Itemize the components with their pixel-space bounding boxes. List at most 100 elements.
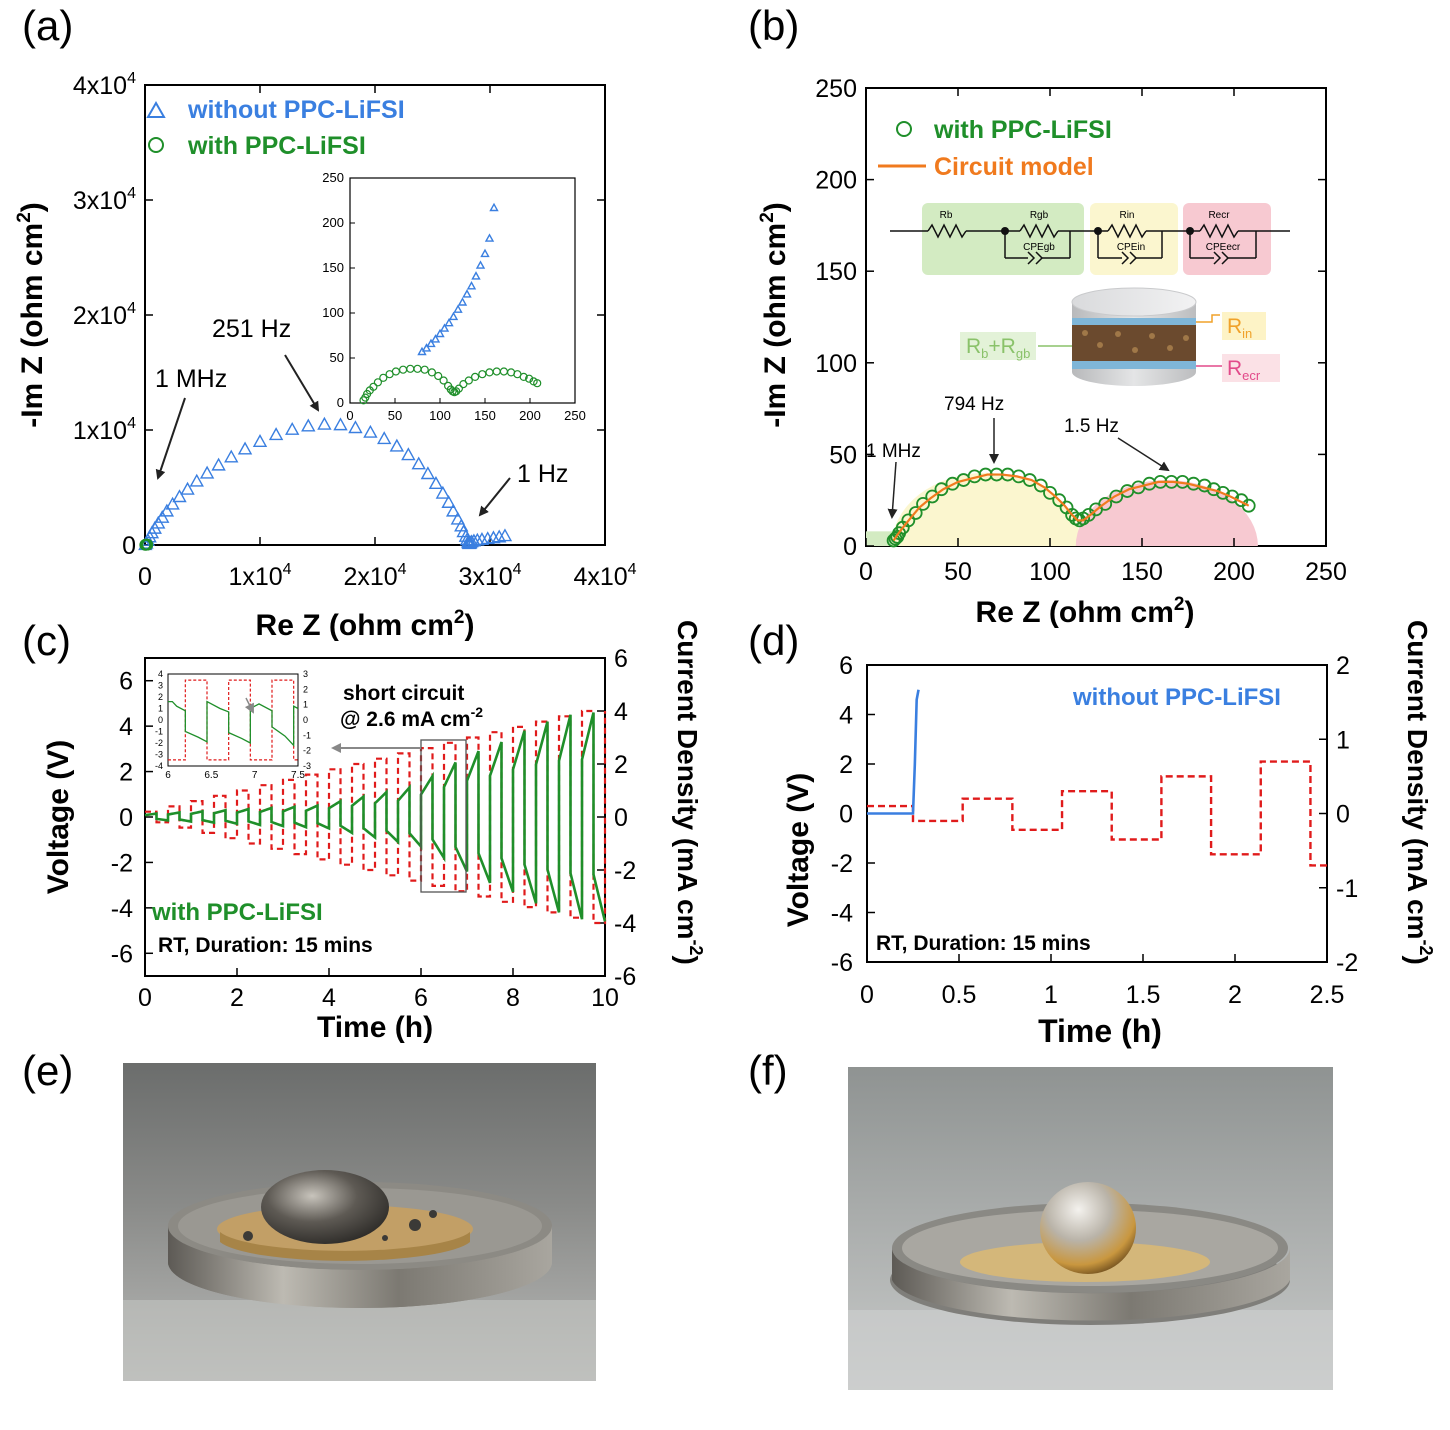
circuit-label-rin: Rin xyxy=(1119,210,1134,221)
inset-c-ytick-right-1: -2 xyxy=(303,746,311,756)
cell-label-recr: Recr xyxy=(1227,357,1261,383)
inset-a-point-without-8 xyxy=(453,304,463,313)
chart-c-ytick-right-4: 2 xyxy=(614,751,628,779)
inset-c-voltage-line xyxy=(168,700,299,747)
chart-d-ylabel-right: Current Density (mA cm-2) xyxy=(1402,620,1436,965)
inset-a-point-with-12 xyxy=(420,365,429,374)
chart-b-ytick-3: 150 xyxy=(815,258,857,286)
a-point-without-51 xyxy=(497,528,513,542)
chart-d-ytick-right-1: -1 xyxy=(1336,875,1358,903)
b-point-with-17 xyxy=(1022,473,1037,487)
annot-a-251hz: 251 Hz xyxy=(212,315,291,343)
a-point-without-22 xyxy=(333,417,348,431)
chart-c-xtick-0: 0 xyxy=(138,984,152,1012)
b-region-ecr xyxy=(1075,480,1258,546)
inset-a-point-with-5 xyxy=(373,378,382,387)
chart-d-xtick-1: 0.5 xyxy=(942,981,977,1009)
chart-d-ytick-right-3: 1 xyxy=(1336,726,1350,754)
inset-a-point-with-4 xyxy=(369,382,378,391)
chart-d-ytick-left-0: -6 xyxy=(831,949,853,977)
arrow-b-1mhz xyxy=(887,461,898,519)
b-point-with-42 xyxy=(1241,498,1256,513)
chart-c-ytick-right-0: -6 xyxy=(614,963,636,991)
inset-a-ytick-3: 150 xyxy=(322,260,344,275)
inset-a-point-with-24 xyxy=(471,372,480,381)
b-point-with-28 xyxy=(1098,496,1113,511)
b-circuit-model-line xyxy=(892,473,1250,542)
chart-d-ytick-right-0: -2 xyxy=(1336,949,1358,977)
inset-a-ytick-1: 50 xyxy=(330,350,344,365)
chart-d-xlabel: Time (h) xyxy=(1038,1013,1162,1049)
inset-a-point-with-34 xyxy=(533,379,542,388)
a-point-without-23 xyxy=(348,420,363,434)
inset-c-xtick-3: 7.5 xyxy=(291,770,305,781)
chart-b-xtick-0: 0 xyxy=(859,558,873,586)
a-point-without-30 xyxy=(428,476,444,489)
annot-b-1mhz: 1 MHz xyxy=(866,441,921,462)
chart-d-ytick-left-4: 2 xyxy=(839,751,853,779)
chart-a-xlabel: Re Z (ohm cm2) xyxy=(256,607,475,642)
panel-label-d: (d) xyxy=(748,617,799,664)
chart-d-ytick-left-2: -2 xyxy=(831,850,853,878)
inset-a-point-without-1 xyxy=(421,343,432,352)
b-point-with-39 xyxy=(1216,485,1230,500)
panel-label-f: (f) xyxy=(748,1047,788,1094)
inset-a-xtick-5: 250 xyxy=(564,408,586,423)
chart-b-ytick-4: 200 xyxy=(815,167,857,195)
a-point-without-26 xyxy=(389,438,405,452)
a-point-without-9 xyxy=(165,496,180,510)
chart-c-ylabel-right: Current Density (mA cm-2) xyxy=(672,620,706,965)
inset-c-ytick-left-6: 2 xyxy=(158,692,163,702)
legend-a-circle-marker xyxy=(148,137,164,153)
photo-f xyxy=(848,1067,1333,1390)
inset-c-ytick-left-7: 3 xyxy=(158,681,163,691)
inset-c-xtick-2: 7 xyxy=(252,770,258,781)
chart-d-ytick-right-2: 0 xyxy=(1336,801,1350,829)
b-point-with-29 xyxy=(1109,489,1124,504)
chart-c-highlight-box xyxy=(420,739,467,893)
circuit-label-cpegb: CPEgb xyxy=(1023,242,1055,253)
chart-d-xtick-4: 2 xyxy=(1228,981,1242,1009)
circuit-bg-green xyxy=(922,203,1084,275)
inset-c-ytick-right-5: 2 xyxy=(303,684,308,694)
chart-d-ylabel-left: Voltage (V) xyxy=(782,773,815,927)
inset-c-frame xyxy=(167,673,299,767)
arrow-a-251hz xyxy=(284,354,320,412)
chart-d-xtick-5: 2.5 xyxy=(1310,981,1345,1009)
chart-a-xtick-4: 4x104 xyxy=(573,561,636,591)
inset-a-xtick-0: 0 xyxy=(346,408,353,423)
a-point-without-10 xyxy=(172,489,187,503)
a-point-without-28 xyxy=(411,456,426,470)
annot-a-1mhz: 1 MHz xyxy=(155,365,227,393)
d-voltage-line xyxy=(867,689,920,815)
b-point-with-6 xyxy=(908,506,923,520)
b-point-with-18 xyxy=(1033,478,1048,493)
b-point-with-8 xyxy=(925,489,940,504)
chart-c-short-circuit-line2: @ 2.6 mA cm-2 xyxy=(340,704,483,731)
chart-c-xtick-3: 6 xyxy=(414,984,428,1012)
chart-d: 0 0.5 1 1.5 2 2.5 -6 -4 -2 0 2 4 6 -2 -1 0 1 2 Time (h) V… xyxy=(782,620,1436,1049)
c-voltage-line xyxy=(144,712,607,922)
inset-a-xtick-3: 150 xyxy=(474,408,496,423)
panel-label-e: (e) xyxy=(22,1047,73,1094)
arrow-a-1mhz xyxy=(155,397,186,480)
inset-a-point-with-8 xyxy=(391,367,400,376)
chart-b: 0 50 100 150 200 250 0 50 100 150 200 250 -Im Z (oh… xyxy=(757,75,1347,629)
chart-a-ylabel: -Im Z (ohm cm2) xyxy=(14,202,49,428)
inset-c-arrow xyxy=(244,697,254,714)
inset-a-point-without-5 xyxy=(439,323,450,332)
a-point-without-12 xyxy=(189,473,204,487)
chart-c-xlabel: Time (h) xyxy=(317,1011,433,1044)
inset-c-ytick-right-2: -1 xyxy=(303,730,311,740)
legend-a-triangle-marker xyxy=(146,100,166,118)
chart-d-ytick-left-6: 6 xyxy=(839,652,853,680)
cell-label-rbgb: Rb+Rgb xyxy=(966,335,1030,361)
chart-c-ytick-left-3: 0 xyxy=(119,804,133,832)
inset-a-ytick-5: 250 xyxy=(322,170,344,185)
inset-a-point-with-14 xyxy=(434,371,443,381)
chart-a-xtick-1: 1x104 xyxy=(228,561,291,591)
a-point-without-50 xyxy=(492,529,507,543)
cell-label-rin-box xyxy=(1222,312,1266,340)
inset-a-point-without-12 xyxy=(471,271,481,280)
